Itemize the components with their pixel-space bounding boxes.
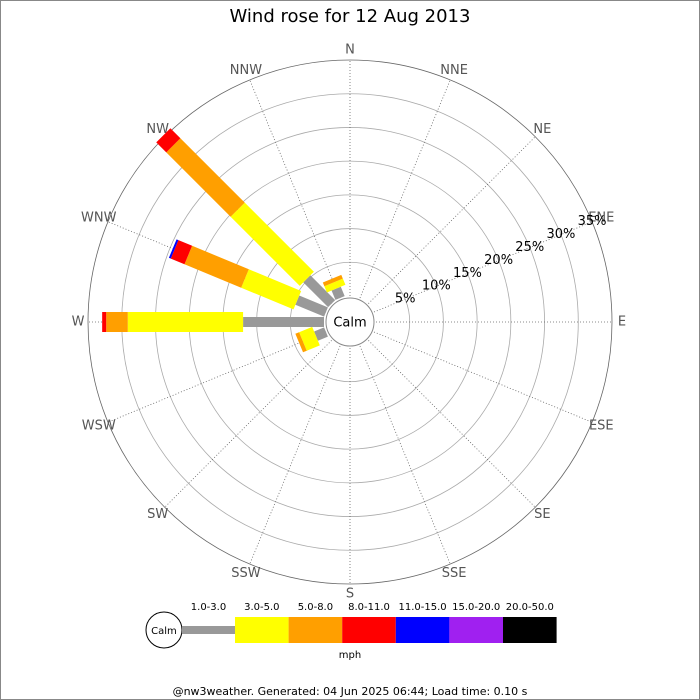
legend-swatch [342, 617, 396, 643]
legend-label: 3.0-5.0 [244, 602, 279, 613]
bar-segment [230, 202, 314, 286]
spoke [249, 345, 341, 565]
direction-label: SE [534, 507, 550, 522]
direction-label: ENE [588, 210, 614, 225]
direction-label: S [346, 587, 354, 602]
bar-segment [299, 326, 320, 351]
bar-segment [168, 239, 179, 259]
spoke [359, 79, 451, 299]
bar-segment [314, 327, 328, 341]
bar-segment [156, 128, 181, 153]
direction-label: NW [146, 122, 169, 137]
bar-segment [106, 312, 128, 332]
legend-label: 15.0-20.0 [452, 602, 500, 613]
calm-circle [325, 297, 375, 347]
bar-segment [331, 286, 345, 300]
calm-label: Calm [333, 316, 366, 331]
direction-label: SSW [231, 566, 261, 581]
legend-label: 20.0-50.0 [506, 602, 554, 613]
spoke [373, 221, 593, 313]
legend-calm-label: Calm [151, 626, 177, 637]
direction-label: SSE [442, 566, 467, 581]
legend-swatch [235, 617, 289, 643]
spoke [368, 340, 536, 508]
spoke [164, 340, 332, 508]
legend-label: 11.0-15.0 [399, 602, 447, 613]
ring-label: 10% [422, 279, 451, 294]
legend-label: 8.0-11.0 [348, 602, 390, 613]
spoke [107, 331, 327, 423]
footer: @nw3weather. Generated: 04 Jun 2025 06:4… [173, 685, 528, 698]
legend-swatch [503, 617, 557, 643]
chart-title: Wind rose for 12 Aug 2013 [230, 6, 471, 27]
bar-segment [322, 274, 343, 287]
ring-label: 30% [546, 227, 575, 242]
ring-label: 5% [395, 292, 416, 307]
spoke [368, 136, 536, 304]
legend-swatch [288, 617, 343, 643]
direction-label: WSW [82, 419, 116, 434]
bar-segment [295, 332, 307, 353]
spoke [359, 345, 451, 565]
direction-label: NNW [230, 63, 262, 78]
bar-segment [303, 275, 336, 308]
bar-segment [184, 245, 249, 288]
legend-swatch [395, 617, 450, 643]
bar-segment [166, 138, 245, 217]
bar-segment [170, 240, 193, 265]
bar-segment [102, 312, 107, 332]
bar-segment [324, 278, 346, 293]
direction-label: NE [533, 122, 551, 137]
legend-label: 5.0-8.0 [298, 602, 333, 613]
unit-label: mph [339, 650, 361, 661]
bar-segment [241, 269, 302, 310]
spoke [249, 79, 341, 299]
grid-ring [87, 59, 613, 585]
ring-label: 20% [484, 253, 513, 268]
direction-label: NNE [440, 63, 468, 78]
spoke [373, 331, 593, 423]
direction-label: E [618, 315, 626, 330]
bar-segment [127, 312, 244, 332]
ring-label: 25% [515, 240, 544, 255]
direction-label: W [72, 315, 85, 330]
direction-label: ESE [589, 419, 614, 434]
bar-segment [295, 295, 328, 317]
legend-swatch [182, 626, 235, 634]
bar-segment [243, 317, 324, 327]
legend-swatch [449, 617, 503, 643]
ring-label: 35% [578, 214, 607, 229]
direction-label: N [345, 43, 355, 58]
direction-label: SW [147, 507, 168, 522]
direction-label: WNW [81, 210, 117, 225]
legend-label: 1.0-3.0 [191, 602, 226, 613]
ring-label: 15% [453, 266, 482, 281]
